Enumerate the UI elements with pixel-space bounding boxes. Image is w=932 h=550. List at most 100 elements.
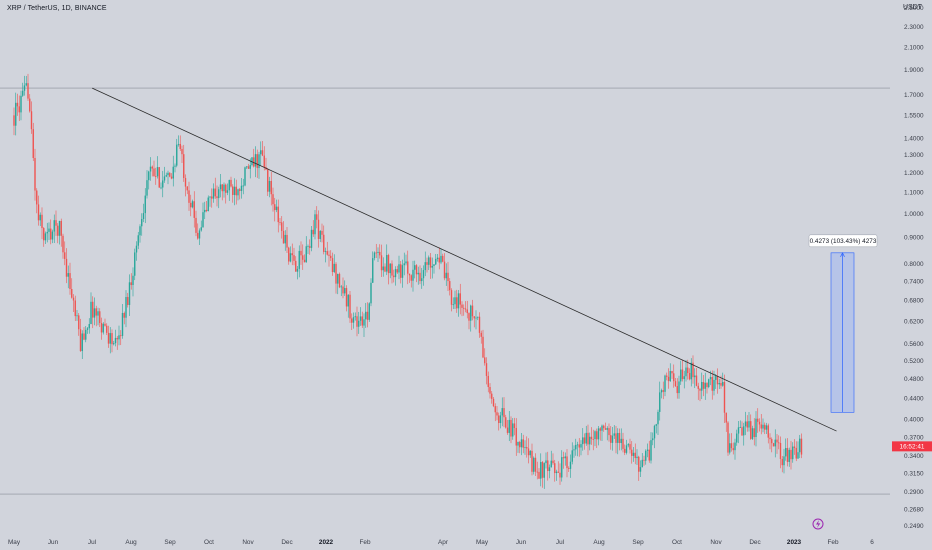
candle-body [76,315,78,317]
candle-body [235,186,237,196]
candle-body [338,273,341,288]
x-tick-label: Sep [632,539,644,546]
candle-body [708,379,710,388]
candle-body [790,449,792,460]
candle-body [485,363,488,376]
candle-body [666,375,668,377]
candle-body [443,261,446,279]
candle-body [88,324,90,329]
candle-body [331,258,334,273]
candle-body [319,230,321,239]
y-tick-label: 0.9000 [904,235,924,242]
candle-body [412,269,414,281]
candle-body [356,316,358,327]
candle-body [596,431,598,440]
candle-body [30,111,33,130]
candle-body [715,376,717,380]
candle-body [534,457,537,472]
candle-body [106,325,108,333]
candle-body [342,286,344,294]
candle-body [620,438,622,444]
currency-unit: USDT [902,4,922,11]
candle-body [421,278,423,282]
measure-label-box [808,234,878,248]
candle-body [293,255,295,261]
candle-body [536,471,538,473]
y-tick-label: 0.6200 [904,318,924,325]
candle-body [639,467,642,472]
candle-body [282,230,285,244]
candle-body [652,438,654,441]
candle-body [43,228,45,241]
candle-body [568,468,570,469]
candle-body [389,263,391,274]
candle-body [552,460,554,464]
candle-body [468,313,470,321]
candle-body [15,102,17,126]
candle-body [522,439,524,448]
candle-body [111,333,113,345]
candle-body [261,150,264,156]
candle-body [694,375,696,378]
candle-body [478,316,481,333]
candle-body [417,272,419,275]
candle-body [62,235,64,253]
y-tick-label: 0.2490 [904,523,924,530]
y-tick-label: 1.1000 [904,190,924,197]
candle-body [20,95,22,113]
candle-body [347,294,349,307]
candle-body [505,417,507,428]
candle-body [345,288,348,307]
candle-body [529,450,531,456]
y-tick-label: 0.2900 [904,489,924,496]
candle-body [646,449,649,451]
candle-body [449,281,451,291]
measure-label: 0.4273 (103.43%) 4273 [810,238,877,245]
candle-body [186,186,188,191]
candle-body [170,176,173,179]
time-axis: May Jun Jul Aug Sep Oct Nov Dec 2022 Feb Apr May Jun… [8,539,874,546]
candle-body [524,446,526,448]
events-icon[interactable] [812,518,824,530]
candle-body [751,428,754,439]
candle-body [333,263,335,273]
candle-body [440,255,442,263]
candle-body [99,311,101,324]
candle-body [573,449,575,451]
candle-body [221,184,223,192]
candle-body [510,419,512,437]
candle-body [489,387,491,394]
candle-body [135,245,138,253]
candle-body [324,251,327,252]
candle-body [531,450,533,472]
candle-body [410,275,412,281]
candle-body [246,166,248,168]
candle-body [741,427,743,436]
y-tick-label: 2.5000 [904,5,924,12]
candle-body [121,312,124,336]
candle-body [352,317,355,323]
candle-body [53,220,55,232]
candle-body [211,196,213,199]
y-tick-label: 0.4400 [904,395,924,402]
price-axis: 0.2490 0.2680 0.2900 0.3150 0.3400 0.3700 0.40… [904,5,924,530]
candle-body [690,362,692,380]
y-tick-label: 1.0000 [904,211,924,218]
candle-body [123,312,125,318]
candle-body [344,288,346,294]
candle-body [289,253,292,262]
candle-body [543,463,545,478]
candle-body [650,440,652,461]
candle-body [540,462,542,479]
candle-body [585,432,587,444]
candle-body [459,293,461,305]
candle-body [711,377,713,391]
candle-body [484,357,486,364]
candle-body [746,421,748,428]
candle-body [765,425,768,430]
candle-body [599,428,601,431]
candle-body [737,427,740,434]
candle-body [25,83,27,86]
candle-body [482,336,484,358]
